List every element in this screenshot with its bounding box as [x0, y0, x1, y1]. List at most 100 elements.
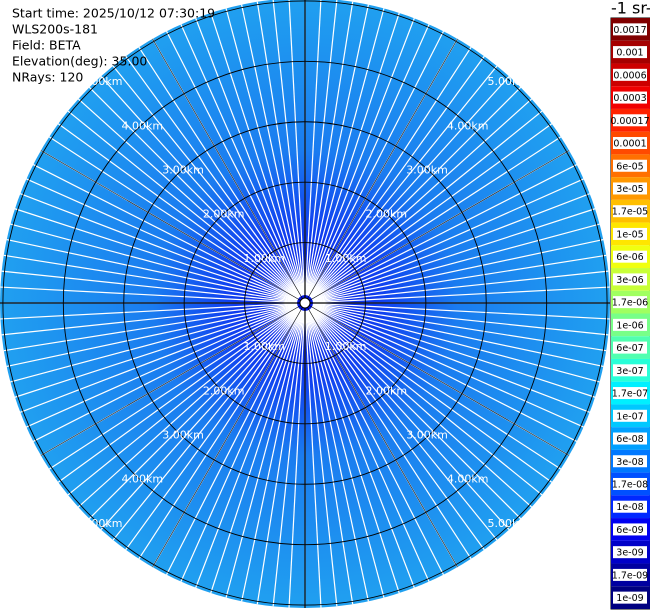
ray-separator [10, 304, 298, 383]
ray-separator [312, 254, 607, 303]
ray-separator [14, 208, 298, 302]
ray-separator [307, 310, 430, 582]
spoke [304, 302, 570, 456]
colorbar-label-bg [613, 205, 647, 218]
ray-separator [312, 193, 590, 301]
ray-separator [1, 270, 298, 303]
colorbar-label: 0.0006 [613, 70, 646, 81]
colorbar-label: 0.001 [616, 48, 643, 59]
ray-separator [311, 123, 553, 299]
range-ring [62, 60, 548, 546]
colorbar-label-bg [613, 455, 647, 468]
colorbar-label-bg [613, 23, 647, 36]
ray-separator [306, 310, 385, 598]
ray-separator [20, 193, 298, 301]
ray-separator [20, 305, 298, 413]
colorbar-label: 6e-05 [616, 161, 643, 172]
ray-separator [312, 286, 610, 304]
colorbar-label-bg [613, 477, 647, 490]
colorbar-label: 6e-08 [616, 434, 643, 445]
ray-separator [180, 24, 303, 296]
ray-separator [256, 1, 305, 296]
ray-separator [195, 18, 303, 296]
ray-separator [225, 8, 304, 296]
range-ring [123, 121, 487, 485]
spoke [152, 302, 306, 568]
ray-separator [312, 304, 604, 367]
colorbar-label-bg [613, 500, 647, 513]
info-line: WLS200s-181 [12, 22, 98, 37]
ray-separator [306, 12, 400, 296]
range-label: 1.00km [244, 252, 286, 265]
ray-separator [210, 310, 304, 594]
colorbar-label-bg [613, 182, 647, 195]
colorbar-label-bg [613, 523, 647, 536]
spoke [40, 150, 306, 304]
ray-separator [57, 123, 299, 299]
ray-separator [312, 208, 596, 302]
ray-separator [67, 110, 300, 299]
colorbar-label-bg [613, 227, 647, 240]
ray-separator [125, 55, 301, 297]
ray-separator [306, 310, 400, 594]
range-label: 5.00km [488, 517, 530, 530]
ray-separator [311, 136, 562, 300]
ray-separator [305, 310, 338, 607]
ray-separator [112, 65, 301, 298]
ray-separator [309, 308, 498, 541]
ray-separator [310, 86, 522, 298]
ray-separator [241, 4, 304, 296]
range-label: 5.00km [81, 517, 123, 530]
range-label: 4.00km [447, 473, 489, 486]
colorbar-label-bg [613, 591, 647, 604]
colorbar-label: 1e-07 [616, 411, 643, 422]
center-mark [299, 297, 311, 309]
ray-separator [77, 307, 300, 508]
ray-separator [3, 303, 298, 352]
ray-separator [312, 304, 600, 383]
colorbar-label: 1.7e-05 [612, 207, 648, 218]
colorbar-label-bg [613, 159, 647, 172]
colorbar-label-bg [613, 250, 647, 263]
colorbar-label: 6e-07 [616, 343, 643, 354]
ray-separator [195, 310, 303, 588]
ray-separator [0, 286, 298, 304]
colorbar-label-bg [613, 432, 647, 445]
range-ring [244, 242, 366, 364]
spoke [152, 38, 306, 304]
colorbar-label-bg [613, 568, 647, 581]
colorbar-label: 1e-09 [616, 593, 643, 604]
colorbar-label: 3e-06 [616, 275, 643, 286]
ray-separator [312, 303, 607, 352]
range-label: 4.00km [447, 119, 489, 132]
ray-separator [308, 309, 472, 560]
ray-separator [309, 65, 498, 298]
ray-separator [165, 30, 302, 297]
ray-separator [288, 0, 306, 296]
ray-separator [310, 307, 543, 496]
ray-separator [241, 310, 304, 602]
colorbar-label: 1e-08 [616, 502, 643, 513]
info-line: Field: BETA [12, 38, 81, 53]
ray-separator [77, 98, 300, 299]
info-line: Elevation(deg): 35.00 [12, 54, 147, 69]
range-label: 1.00km [244, 340, 286, 353]
ray-separator [180, 310, 303, 582]
ray-separator [6, 304, 298, 367]
ray-separator [310, 98, 533, 299]
range-label: 2.00km [366, 208, 408, 221]
ray-separator [307, 310, 415, 588]
colorbar-label: 0.00017 [610, 116, 649, 127]
ray-separator [67, 307, 300, 496]
ray-separator [311, 306, 578, 443]
ray-separator [307, 24, 430, 296]
range-label: 1.00km [325, 252, 367, 265]
ray-separator [272, 0, 305, 296]
range-label: 4.00km [122, 119, 164, 132]
ray-separator [311, 307, 553, 483]
ray-separator [311, 306, 562, 470]
colorbar-label: 1.7e-06 [612, 298, 648, 309]
info-line: Start time: 2025/10/12 07:30:19 [12, 6, 215, 21]
range-label: 5.00km [81, 75, 123, 88]
